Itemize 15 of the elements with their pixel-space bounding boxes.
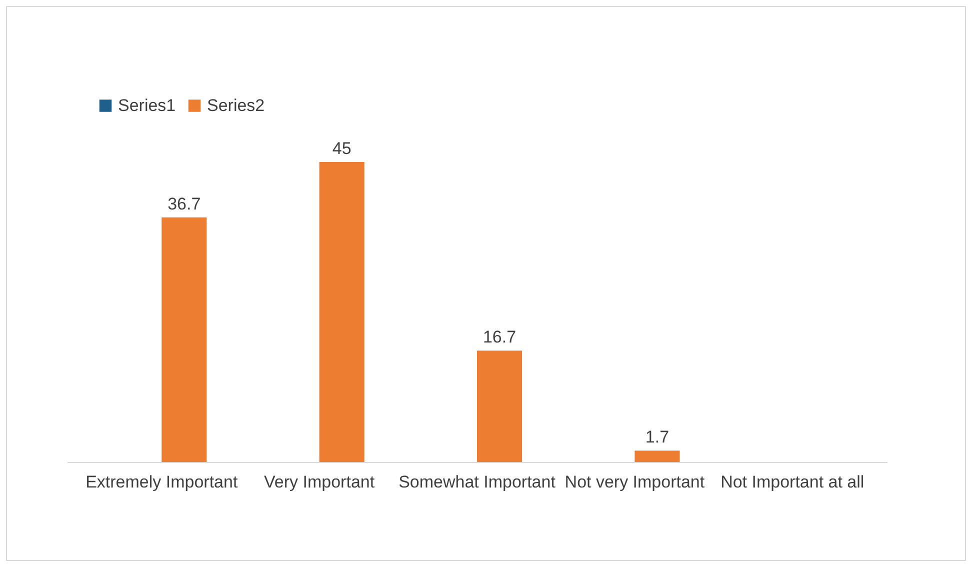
bar xyxy=(319,162,364,462)
bar xyxy=(634,450,680,462)
data-label: 1.7 xyxy=(645,428,670,447)
x-tick-label: Not very Important xyxy=(564,472,705,492)
data-label: 45 xyxy=(332,139,352,158)
x-tick-label: Not Important at all xyxy=(720,472,864,492)
bar xyxy=(162,217,207,462)
bar xyxy=(477,350,522,462)
legend-label: Series2 xyxy=(207,96,265,115)
legend-label: Series1 xyxy=(118,96,176,115)
x-tick-label: Extremely Important xyxy=(86,472,238,492)
data-label: 16.7 xyxy=(482,328,516,347)
data-label: 36.7 xyxy=(168,194,201,214)
x-tick-label: Somewhat Important xyxy=(398,472,556,492)
x-tick-label: Very Important xyxy=(264,472,375,492)
